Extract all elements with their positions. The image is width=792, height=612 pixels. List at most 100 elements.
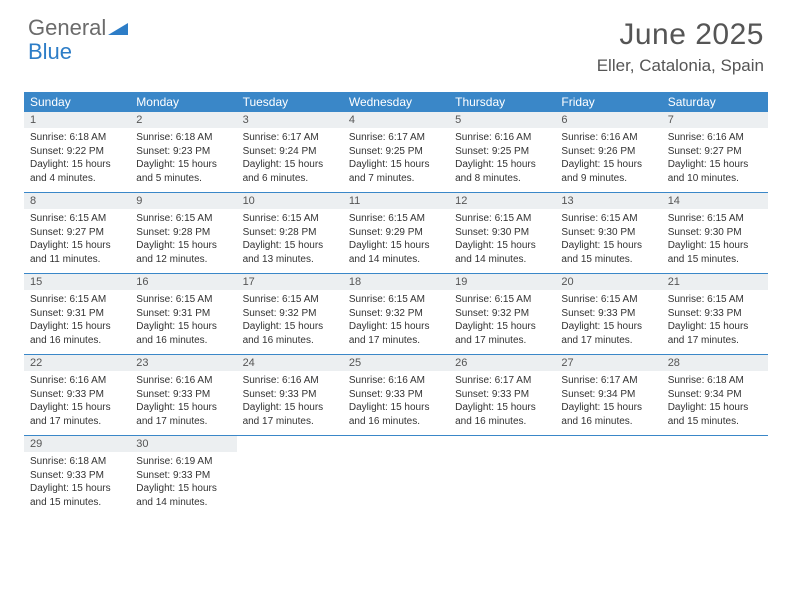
daylight-line: Daylight: 15 hours and 8 minutes.: [455, 158, 549, 185]
day-cell: 20Sunrise: 6:15 AMSunset: 9:33 PMDayligh…: [555, 274, 661, 354]
day-number: 2: [130, 112, 236, 128]
sunset-line: Sunset: 9:34 PM: [561, 388, 655, 402]
day-number: 16: [130, 274, 236, 290]
calendar: SundayMondayTuesdayWednesdayThursdayFrid…: [24, 92, 768, 516]
header: General Blue June 2025 Eller, Catalonia,…: [0, 0, 792, 84]
sunset-line: Sunset: 9:34 PM: [668, 388, 762, 402]
sunset-line: Sunset: 9:33 PM: [136, 469, 230, 483]
month-title: June 2025: [597, 18, 764, 52]
sunset-line: Sunset: 9:26 PM: [561, 145, 655, 159]
sunrise-line: Sunrise: 6:18 AM: [136, 131, 230, 145]
daylight-line: Daylight: 15 hours and 12 minutes.: [136, 239, 230, 266]
daylight-line: Daylight: 15 hours and 6 minutes.: [243, 158, 337, 185]
sunset-line: Sunset: 9:32 PM: [243, 307, 337, 321]
day-info: Sunrise: 6:17 AMSunset: 9:34 PMDaylight:…: [555, 371, 661, 434]
week-row: 22Sunrise: 6:16 AMSunset: 9:33 PMDayligh…: [24, 355, 768, 436]
day-number: 25: [343, 355, 449, 371]
sunrise-line: Sunrise: 6:16 AM: [243, 374, 337, 388]
empty-cell: [237, 436, 343, 516]
sunrise-line: Sunrise: 6:16 AM: [136, 374, 230, 388]
sunrise-line: Sunrise: 6:15 AM: [561, 293, 655, 307]
day-cell: 4Sunrise: 6:17 AMSunset: 9:25 PMDaylight…: [343, 112, 449, 192]
day-info: Sunrise: 6:16 AMSunset: 9:27 PMDaylight:…: [662, 128, 768, 191]
daylight-line: Daylight: 15 hours and 16 minutes.: [30, 320, 124, 347]
day-cell: 5Sunrise: 6:16 AMSunset: 9:25 PMDaylight…: [449, 112, 555, 192]
day-cell: 23 Sunrise: 6:16 AMSunset: 9:33 PMDayligh…: [130, 355, 236, 435]
day-number: 17: [237, 274, 343, 290]
daylight-line: Daylight: 15 hours and 17 minutes.: [136, 401, 230, 428]
day-info: Sunrise: 6:15 AMSunset: 9:32 PMDaylight:…: [449, 290, 555, 353]
week-row: 1Sunrise: 6:18 AMSunset: 9:22 PMDaylight…: [24, 112, 768, 193]
daylight-line: Daylight: 15 hours and 17 minutes.: [561, 320, 655, 347]
sunrise-line: Sunrise: 6:18 AM: [30, 455, 124, 469]
day-info: Sunrise: 6:16 AMSunset: 9:33 PMDaylight:…: [24, 371, 130, 434]
sunrise-line: Sunrise: 6:15 AM: [561, 212, 655, 226]
day-number: 23: [130, 355, 236, 371]
day-cell: 11Sunrise: 6:15 AMSunset: 9:29 PMDayligh…: [343, 193, 449, 273]
sunrise-line: Sunrise: 6:15 AM: [243, 293, 337, 307]
day-number: 9: [130, 193, 236, 209]
day-number: 30: [130, 436, 236, 452]
day-number: 8: [24, 193, 130, 209]
day-number: 18: [343, 274, 449, 290]
sunrise-line: Sunrise: 6:17 AM: [349, 131, 443, 145]
day-number: 29: [24, 436, 130, 452]
logo-triangle-icon: [108, 18, 128, 39]
sunset-line: Sunset: 9:22 PM: [30, 145, 124, 159]
sunrise-line: Sunrise: 6:15 AM: [30, 293, 124, 307]
day-number: 5: [449, 112, 555, 128]
day-cell: 18Sunrise: 6:15 AMSunset: 9:32 PMDayligh…: [343, 274, 449, 354]
daylight-line: Daylight: 15 hours and 16 minutes.: [349, 401, 443, 428]
day-info: Sunrise: 6:15 AMSunset: 9:31 PMDaylight:…: [130, 290, 236, 353]
daylight-line: Daylight: 15 hours and 11 minutes.: [30, 239, 124, 266]
day-cell: 17 Sunrise: 6:15 AMSunset: 9:32 PMDayligh…: [237, 274, 343, 354]
day-info: Sunrise: 6:15 AMSunset: 9:31 PMDaylight:…: [24, 290, 130, 353]
sunset-line: Sunset: 9:30 PM: [561, 226, 655, 240]
daylight-line: Daylight: 15 hours and 5 minutes.: [136, 158, 230, 185]
day-cell: 7Sunrise: 6:16 AMSunset: 9:27 PMDaylight…: [662, 112, 768, 192]
sunrise-line: Sunrise: 6:19 AM: [136, 455, 230, 469]
day-info: Sunrise: 6:19 AMSunset: 9:33 PMDaylight:…: [130, 452, 236, 515]
sunset-line: Sunset: 9:30 PM: [455, 226, 549, 240]
sunrise-line: Sunrise: 6:15 AM: [136, 212, 230, 226]
day-header-friday: Friday: [555, 92, 661, 112]
daylight-line: Daylight: 15 hours and 14 minutes.: [455, 239, 549, 266]
day-cell: 27Sunrise: 6:17 AMSunset: 9:34 PMDayligh…: [555, 355, 661, 435]
day-header-wednesday: Wednesday: [343, 92, 449, 112]
sunrise-line: Sunrise: 6:15 AM: [30, 212, 124, 226]
daylight-line: Daylight: 15 hours and 17 minutes.: [455, 320, 549, 347]
day-number: 11: [343, 193, 449, 209]
day-number: 10: [237, 193, 343, 209]
day-info: Sunrise: 6:17 AMSunset: 9:24 PMDaylight:…: [237, 128, 343, 191]
logo-line2: Blue: [28, 39, 128, 65]
daylight-line: Daylight: 15 hours and 14 minutes.: [349, 239, 443, 266]
day-number: 20: [555, 274, 661, 290]
sunset-line: Sunset: 9:31 PM: [136, 307, 230, 321]
empty-cell: [555, 436, 661, 516]
day-cell: 13Sunrise: 6:15 AMSunset: 9:30 PMDayligh…: [555, 193, 661, 273]
day-cell: 29Sunrise: 6:18 AMSunset: 9:33 PMDayligh…: [24, 436, 130, 516]
sunrise-line: Sunrise: 6:15 AM: [349, 212, 443, 226]
day-cell: 21Sunrise: 6:15 AMSunset: 9:33 PMDayligh…: [662, 274, 768, 354]
daylight-line: Daylight: 15 hours and 13 minutes.: [243, 239, 337, 266]
sunset-line: Sunset: 9:25 PM: [349, 145, 443, 159]
day-info: Sunrise: 6:16 AMSunset: 9:25 PMDaylight:…: [449, 128, 555, 191]
daylight-line: Daylight: 15 hours and 4 minutes.: [30, 158, 124, 185]
day-number: 6: [555, 112, 661, 128]
sunrise-line: Sunrise: 6:15 AM: [668, 212, 762, 226]
sunset-line: Sunset: 9:33 PM: [349, 388, 443, 402]
empty-cell: [343, 436, 449, 516]
daylight-line: Daylight: 15 hours and 16 minutes.: [136, 320, 230, 347]
weeks-container: 1Sunrise: 6:18 AMSunset: 9:22 PMDaylight…: [24, 112, 768, 516]
logo-text: General Blue: [28, 18, 128, 65]
daylight-line: Daylight: 15 hours and 15 minutes.: [668, 401, 762, 428]
day-cell: 2Sunrise: 6:18 AMSunset: 9:23 PMDaylight…: [130, 112, 236, 192]
day-info: Sunrise: 6:16 AMSunset: 9:33 PMDaylight:…: [343, 371, 449, 434]
day-info: Sunrise: 6:15 AMSunset: 9:27 PMDaylight:…: [24, 209, 130, 272]
daylight-line: Daylight: 15 hours and 16 minutes.: [243, 320, 337, 347]
logo-line1: General: [28, 15, 106, 40]
day-cell: 22Sunrise: 6:16 AMSunset: 9:33 PMDayligh…: [24, 355, 130, 435]
day-header-sunday: Sunday: [24, 92, 130, 112]
day-cell: 28Sunrise: 6:18 AMSunset: 9:34 PMDayligh…: [662, 355, 768, 435]
sunset-line: Sunset: 9:33 PM: [136, 388, 230, 402]
